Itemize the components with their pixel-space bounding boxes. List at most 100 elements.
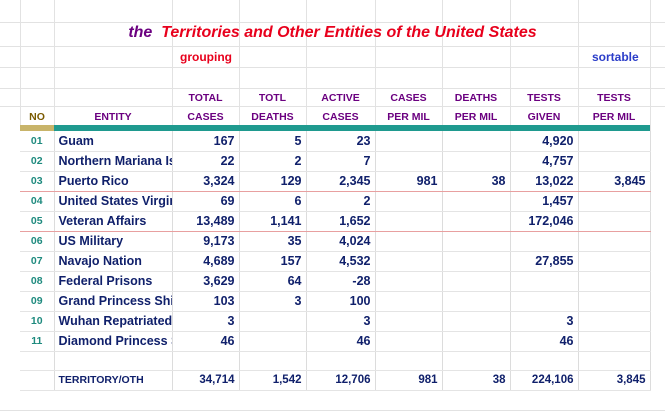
cell-dpm[interactable] xyxy=(442,251,511,272)
total-cases[interactable]: 34,714 xyxy=(172,370,240,391)
total-row[interactable]: TERRITORY/OTH 34,714 1,542 12,706 981 38 224,1… xyxy=(20,370,651,391)
table-row[interactable]: 01 Guam 167 5 23 4,920 xyxy=(20,131,651,152)
cell-deaths[interactable]: 129 xyxy=(239,171,307,192)
entity-cell[interactable]: Grand Princess Ship xyxy=(54,291,173,312)
cell-cases[interactable]: 13,489 xyxy=(172,211,240,232)
cell-cases[interactable]: 3,629 xyxy=(172,271,240,292)
table-row[interactable]: 06 US Military 9,173 35 4,024 xyxy=(20,231,651,252)
cell-tests[interactable]: 27,855 xyxy=(510,251,579,272)
row-number[interactable]: 02 xyxy=(20,151,55,172)
cell-active[interactable]: -28 xyxy=(306,271,376,292)
cell-cpm[interactable] xyxy=(375,211,443,232)
row-number[interactable]: 09 xyxy=(20,291,55,312)
cell-active[interactable]: 2,345 xyxy=(306,171,376,192)
cell-tpm[interactable] xyxy=(578,231,651,252)
cell-deaths[interactable] xyxy=(239,331,307,352)
entity-cell[interactable]: Wuhan Repatriated xyxy=(54,311,173,332)
cell-cases[interactable]: 22 xyxy=(172,151,240,172)
cell-tpm[interactable] xyxy=(578,191,651,212)
cell-tests[interactable]: 13,022 xyxy=(510,171,579,192)
grouping-label[interactable]: grouping xyxy=(180,50,232,64)
cell-cpm[interactable] xyxy=(375,271,443,292)
cell-deaths[interactable]: 6 xyxy=(239,191,307,212)
header-active-cases-line2[interactable]: CASES xyxy=(322,111,359,123)
cell-dpm[interactable] xyxy=(442,291,511,312)
cell-cases[interactable]: 3,324 xyxy=(172,171,240,192)
cell-cases[interactable]: 103 xyxy=(172,291,240,312)
cell-cpm[interactable] xyxy=(375,291,443,312)
cell-dpm[interactable] xyxy=(442,231,511,252)
cell-dpm[interactable] xyxy=(442,331,511,352)
cell-dpm[interactable] xyxy=(442,211,511,232)
cell-tests[interactable]: 172,046 xyxy=(510,211,579,232)
cell-cpm[interactable] xyxy=(375,151,443,172)
cell-active[interactable]: 7 xyxy=(306,151,376,172)
cell-cases[interactable]: 9,173 xyxy=(172,231,240,252)
total-label[interactable]: TERRITORY/OTH xyxy=(54,370,173,391)
cell-tests[interactable] xyxy=(510,231,579,252)
cell-active[interactable]: 100 xyxy=(306,291,376,312)
cell-tpm[interactable]: 3,845 xyxy=(578,171,651,192)
cell-cpm[interactable] xyxy=(375,131,443,152)
header-total-cases-line2[interactable]: CASES xyxy=(187,111,224,123)
cell-cases[interactable]: 69 xyxy=(172,191,240,212)
cell-dpm[interactable] xyxy=(442,271,511,292)
cell-deaths[interactable]: 5 xyxy=(239,131,307,152)
header-entity[interactable]: ENTITY xyxy=(94,111,132,123)
cell-deaths[interactable]: 1,141 xyxy=(239,211,307,232)
cell-tpm[interactable] xyxy=(578,271,651,292)
entity-cell[interactable]: Guam xyxy=(54,131,173,152)
entity-cell[interactable]: United States Virgin Islands xyxy=(54,191,173,212)
cell-tpm[interactable] xyxy=(578,131,651,152)
table-row[interactable]: 08 Federal Prisons 3,629 64 -28 xyxy=(20,271,651,292)
entity-cell[interactable]: US Military xyxy=(54,231,173,252)
cell-deaths[interactable]: 35 xyxy=(239,231,307,252)
table-row[interactable]: 09 Grand Princess Ship 103 3 100 xyxy=(20,291,651,312)
header-cases-per-mil-line2[interactable]: PER MIL xyxy=(387,111,430,123)
table-row[interactable]: 05 Veteran Affairs 13,489 1,141 1,652 172,046 xyxy=(20,211,651,232)
cell-active[interactable]: 2 xyxy=(306,191,376,212)
header-tests-per-mil-line2[interactable]: PER MIL xyxy=(592,111,636,123)
table-row[interactable]: 10 Wuhan Repatriated 3 3 3 xyxy=(20,311,651,332)
total-tpm[interactable]: 3,845 xyxy=(578,370,651,391)
entity-cell[interactable]: Navajo Nation xyxy=(54,251,173,272)
cell-tests[interactable] xyxy=(510,271,579,292)
header-tests-given-line2[interactable]: GIVEN xyxy=(527,111,561,123)
cell-active[interactable]: 23 xyxy=(306,131,376,152)
cell-active[interactable]: 4,532 xyxy=(306,251,376,272)
cell-deaths[interactable]: 2 xyxy=(239,151,307,172)
cell-cpm[interactable] xyxy=(375,191,443,212)
total-deaths[interactable]: 1,542 xyxy=(239,370,307,391)
table-row[interactable]: 03 Puerto Rico 3,324 129 2,345 981 38 13,022 3,8… xyxy=(20,171,651,192)
total-dpm[interactable]: 38 xyxy=(442,370,511,391)
cell-cpm[interactable] xyxy=(375,231,443,252)
row-number[interactable]: 01 xyxy=(20,131,55,152)
row-number[interactable]: 04 xyxy=(20,191,55,212)
cell-active[interactable]: 4,024 xyxy=(306,231,376,252)
cell-cases[interactable]: 4,689 xyxy=(172,251,240,272)
row-number[interactable]: 08 xyxy=(20,271,55,292)
header-no[interactable]: NO xyxy=(29,111,45,123)
entity-cell[interactable]: Veteran Affairs xyxy=(54,211,173,232)
cell-tpm[interactable] xyxy=(578,311,651,332)
cell-tpm[interactable] xyxy=(578,151,651,172)
cell-cases[interactable]: 3 xyxy=(172,311,240,332)
cell-cpm[interactable] xyxy=(375,251,443,272)
cell-deaths[interactable]: 64 xyxy=(239,271,307,292)
cell-tpm[interactable] xyxy=(578,331,651,352)
cell-tests[interactable] xyxy=(510,291,579,312)
cell-active[interactable]: 1,652 xyxy=(306,211,376,232)
cell-active[interactable]: 46 xyxy=(306,331,376,352)
cell-active[interactable]: 3 xyxy=(306,311,376,332)
cell-tests[interactable]: 3 xyxy=(510,311,579,332)
cell-dpm[interactable]: 38 xyxy=(442,171,511,192)
total-tests[interactable]: 224,106 xyxy=(510,370,579,391)
cell-deaths[interactable] xyxy=(239,311,307,332)
entity-cell[interactable]: Diamond Princess Ship xyxy=(54,331,173,352)
row-number[interactable]: 10 xyxy=(20,311,55,332)
entity-cell[interactable]: Federal Prisons xyxy=(54,271,173,292)
cell-tests[interactable]: 4,757 xyxy=(510,151,579,172)
